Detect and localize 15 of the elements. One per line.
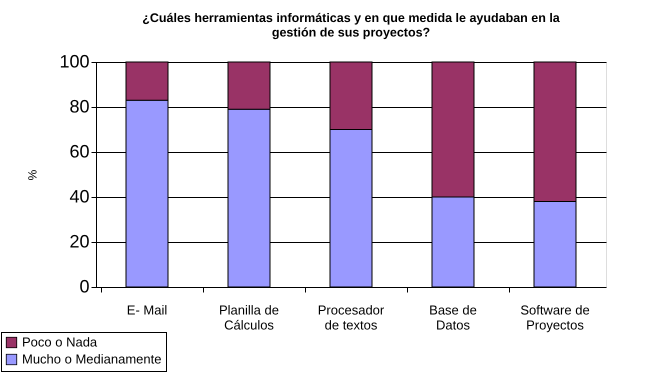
y-tick-label: 80 — [69, 96, 90, 116]
x-tick-label: Procesador de textos — [318, 302, 385, 332]
y-tick-label: 0 — [79, 276, 90, 296]
legend-label: Poco o Nada — [22, 334, 98, 350]
x-tick-label: Software de Proyectos — [520, 302, 590, 332]
y-tick-label: 40 — [69, 186, 90, 206]
legend-label: Mucho o Medianamente — [22, 352, 162, 366]
x-tick-label: Planilla de Cálculos — [219, 302, 279, 332]
x-tick-label: Base de Datos — [429, 302, 477, 332]
y-axis-title: % — [25, 169, 40, 180]
x-tick-label: E- Mail — [126, 302, 168, 318]
y-tick-label: 60 — [69, 142, 90, 162]
chart-title: ¿Cuáles herramientas informáticas y en que medida le ayudaban en la gestión de sus proyectos? — [142, 11, 561, 40]
y-tick-label: 100 — [59, 52, 90, 72]
y-tick-label: 20 — [69, 232, 90, 252]
